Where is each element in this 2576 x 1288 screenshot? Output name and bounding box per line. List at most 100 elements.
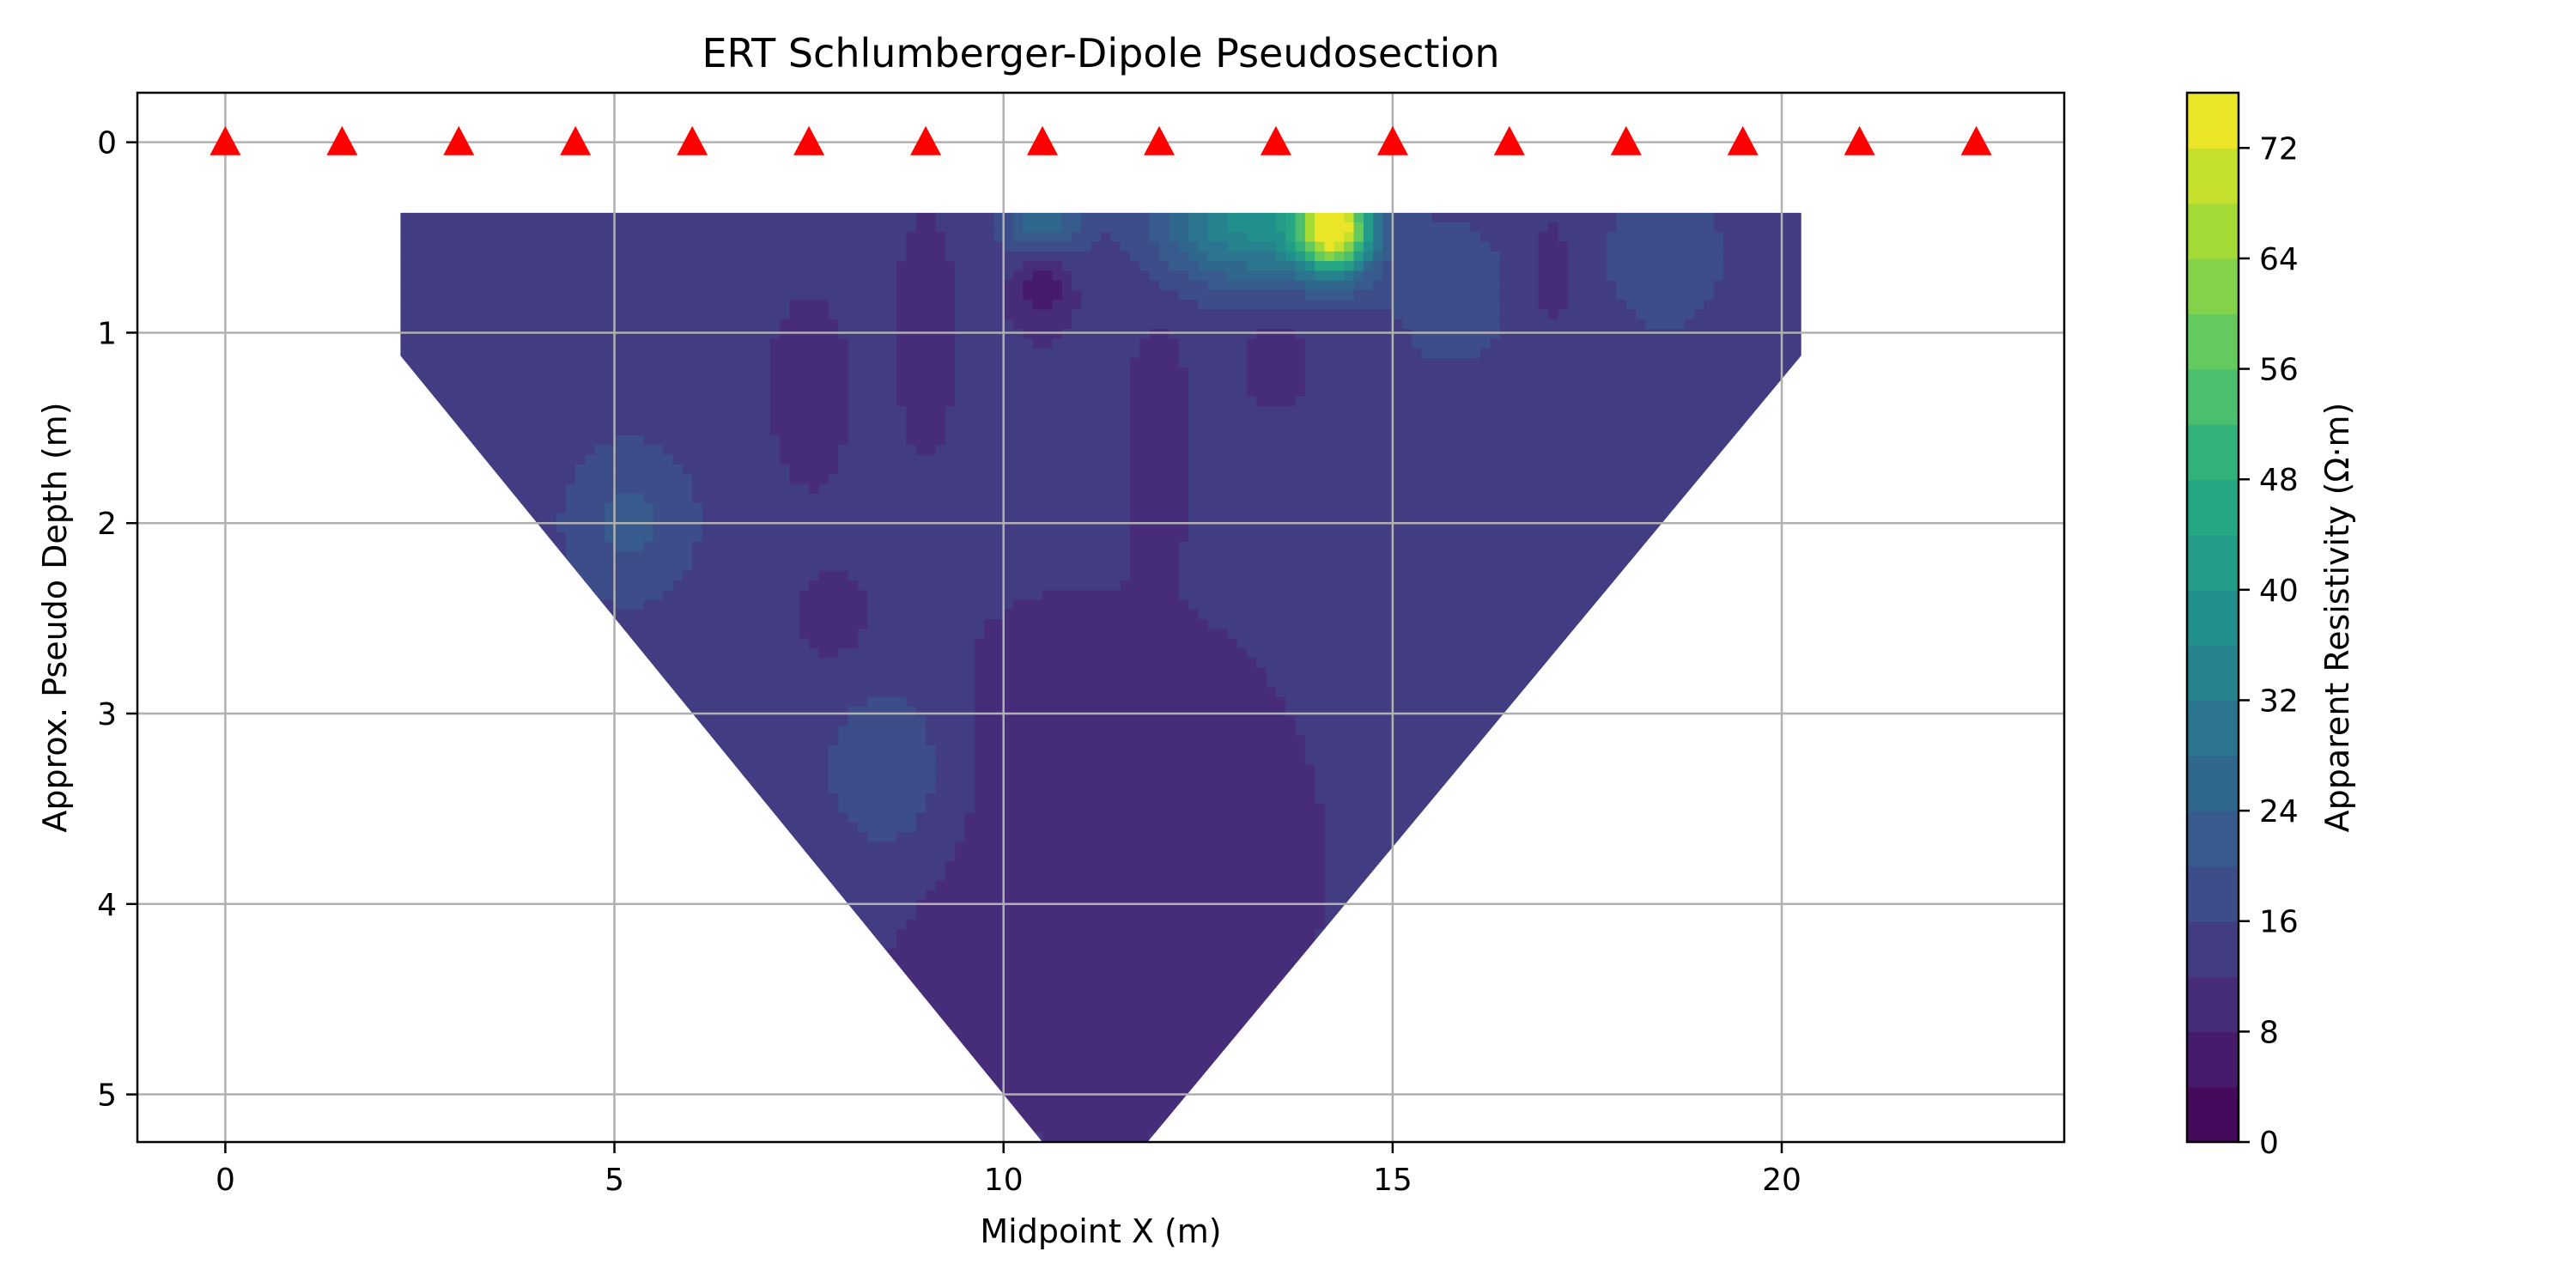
contour-cell [1246, 338, 1306, 349]
contour-cell [1363, 241, 1374, 252]
contour-cell [1139, 338, 1180, 349]
contour-cell [1645, 319, 1686, 330]
colorbar-tick-label: 72 [2259, 131, 2299, 167]
contour-cell [1013, 222, 1024, 234]
contour-cell [867, 590, 1043, 601]
contour-cell [1188, 435, 1801, 447]
electrode-markers [210, 125, 1992, 155]
contour-cell [857, 629, 985, 640]
contour-cell [867, 599, 1014, 611]
contour-cell [1178, 338, 1248, 349]
contour-cell [1178, 357, 1248, 368]
contour-cell [896, 939, 1315, 950]
contour-cell [1382, 251, 1394, 262]
contour-cell [1198, 261, 1248, 272]
contour-cell [1713, 280, 1801, 291]
contour-cell [692, 493, 1131, 504]
contour-cell [935, 764, 975, 775]
contour-cell [1101, 232, 1112, 243]
contour-cell [799, 599, 868, 611]
contour-cell [1149, 270, 1189, 282]
contour-cell [955, 348, 1141, 359]
contour-cell [848, 716, 927, 727]
contour-cell [848, 416, 908, 427]
contour-cell [780, 319, 839, 330]
contour-cell [896, 396, 956, 407]
contour-cell [1130, 435, 1189, 447]
contour-cell [1713, 212, 1801, 223]
contour-cell [1081, 300, 1199, 311]
contour-cell [1149, 222, 1170, 234]
contour-cell [1304, 338, 1413, 349]
contour-cell [1188, 396, 1258, 407]
contour-cell [1139, 261, 1170, 272]
contour-cell [838, 726, 927, 737]
contour-cell [1227, 212, 1277, 223]
contour-cell [1353, 222, 1364, 234]
colorbar-band [2187, 811, 2239, 867]
colorbar-frame [2185, 91, 2240, 1144]
contour-cell [955, 377, 1131, 388]
contour-cell [1315, 212, 1345, 223]
contour-cell [1392, 241, 1491, 252]
contour-cell [896, 270, 956, 282]
electrode-marker [443, 125, 475, 155]
contour-cell [769, 396, 849, 407]
contour-cell [400, 232, 908, 243]
contour-cell [935, 783, 975, 794]
contour-cell [1499, 251, 1540, 262]
contour-cell [1013, 232, 1072, 243]
contour-cell [1392, 309, 1501, 320]
contour-cell [945, 435, 1131, 447]
electrode-marker [1027, 125, 1058, 155]
colorbar-tick-label: 16 [2259, 905, 2299, 940]
contour-cell [915, 823, 966, 834]
contour-cell [964, 823, 1326, 834]
contour-cell [1373, 261, 1384, 272]
colorbar-band [2187, 589, 2239, 646]
contour-cell [984, 629, 1229, 640]
contour-cell [653, 522, 703, 533]
contour-cell [828, 774, 937, 785]
contour-cell [1723, 232, 1801, 243]
colorbar-band [2187, 203, 2239, 259]
contour-cell [1159, 251, 1189, 262]
contour-cell [1616, 280, 1715, 291]
contour-cell [945, 241, 1005, 252]
contour-cell [1567, 300, 1627, 311]
contour-cell [780, 454, 839, 465]
contour-cell [1304, 368, 1801, 379]
contour-cell [906, 1016, 1286, 1027]
contour-cell [672, 454, 781, 465]
contour-cell [1023, 289, 1063, 301]
contour-cell [1130, 368, 1189, 379]
contour-cell [848, 706, 917, 717]
colorbar-band [2187, 866, 2239, 922]
contour-cell [653, 532, 703, 543]
contour-cell [565, 502, 605, 513]
contour-cell [769, 416, 849, 427]
contour-cell [1169, 329, 1258, 340]
contour-cell [896, 319, 956, 330]
contour-cell [692, 561, 1131, 572]
electrode-marker [326, 125, 358, 155]
contour-cell [848, 425, 908, 436]
contour-cell [565, 542, 616, 553]
contour-cell [1373, 222, 1384, 234]
contour-cell [1392, 251, 1501, 262]
contour-cell [974, 735, 1306, 746]
contour-cell [867, 609, 1005, 620]
contour-cell [848, 570, 1131, 581]
x-tick-label: 5 [605, 1163, 624, 1198]
contour-cell [1567, 280, 1618, 291]
contour-cell [1713, 222, 1801, 234]
contour-cell [1246, 377, 1306, 388]
contour-cell [1304, 289, 1355, 301]
contour-cell [1315, 241, 1326, 252]
contour-cell [1188, 445, 1801, 456]
contour-cell [1402, 319, 1501, 330]
contour-cell [1538, 241, 1569, 252]
contour-cell [1207, 280, 1306, 291]
contour-cell [1295, 212, 1306, 223]
contour-cell [1295, 396, 1801, 407]
